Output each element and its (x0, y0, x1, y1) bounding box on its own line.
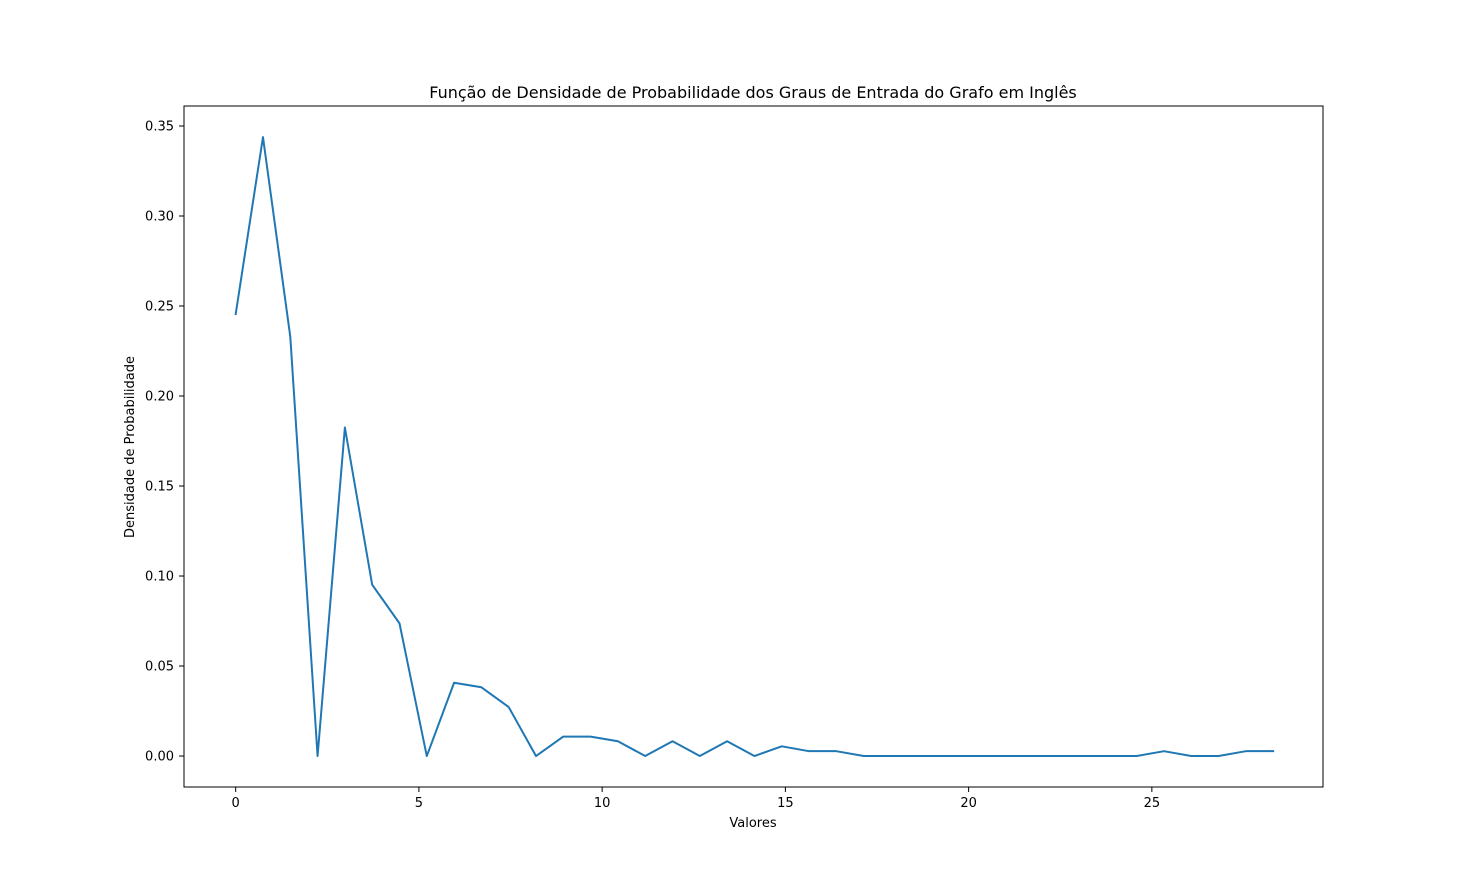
y-axis: 0.00 0.05 0.10 0.15 0.20 0.25 0.30 0.35 (145, 119, 184, 765)
y-tick-label: 0.05 (145, 660, 174, 675)
x-axis: 0 5 10 15 20 25 (232, 787, 1161, 811)
y-tick-label: 0.15 (145, 480, 174, 495)
y-tick-label: 0.00 (145, 750, 174, 765)
axes-frame (183, 105, 1324, 788)
y-tick-label: 0.30 (145, 209, 174, 224)
y-axis-label: Densidade de Probabilidade (123, 356, 138, 538)
x-tick-label: 10 (594, 796, 611, 811)
plot-area (183, 105, 1324, 788)
x-tick-label: 0 (232, 796, 240, 811)
x-axis-label: Valores (729, 816, 776, 831)
x-tick-label: 25 (1144, 796, 1161, 811)
x-tick-label: 20 (960, 796, 977, 811)
y-tick-label: 0.25 (145, 299, 174, 314)
x-tick-label: 5 (415, 796, 423, 811)
chart-title: Função de Densidade de Probabilidade dos… (429, 83, 1077, 102)
y-tick-label: 0.35 (145, 119, 174, 134)
y-tick-label: 0.10 (145, 570, 174, 585)
series-line-0 (234, 136, 1275, 758)
y-tick-label: 0.20 (145, 390, 174, 405)
x-tick-label: 15 (777, 796, 794, 811)
